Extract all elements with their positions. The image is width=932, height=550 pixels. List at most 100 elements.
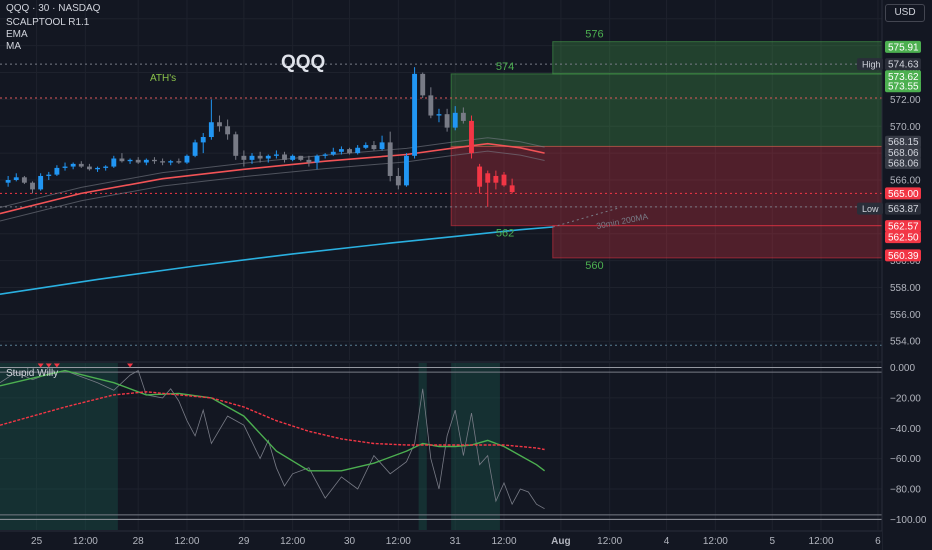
candle-body — [338, 149, 344, 152]
symbol-header[interactable]: QQQ · 30 · NASDAQ — [6, 3, 101, 14]
candle-body — [192, 142, 198, 156]
zone-target — [552, 41, 882, 74]
candle-body — [217, 122, 222, 127]
candle-body — [322, 154, 328, 156]
candle-body — [509, 185, 515, 193]
indicator-ma[interactable]: MA — [6, 41, 21, 52]
osc-tick-label: −100.00 — [890, 515, 927, 526]
candle-body — [119, 158, 125, 162]
zone-label: 574 — [496, 61, 514, 73]
candle-body — [493, 175, 499, 183]
dotted-levels — [0, 63, 882, 346]
y-tick-label: 560.00 — [890, 256, 921, 267]
highlight-range — [418, 363, 427, 530]
series-ema — [0, 142, 545, 215]
x-tick-label: 12:00 — [280, 536, 305, 547]
osc-tick-label: −80.00 — [890, 485, 921, 496]
price-label-bg — [885, 58, 921, 71]
candle-body — [111, 158, 117, 167]
indicator-ema[interactable]: EMA — [6, 29, 28, 40]
candle-body — [21, 177, 27, 183]
candle-body — [347, 149, 352, 154]
osc-marker — [53, 363, 60, 368]
candle-body — [404, 155, 409, 186]
candle-body — [379, 142, 385, 150]
candle-body — [314, 155, 320, 163]
candle-body — [452, 112, 458, 128]
candle-body — [184, 155, 190, 163]
candle-body — [306, 159, 312, 163]
price-label-bg — [885, 135, 921, 148]
price-label-bg — [885, 156, 921, 169]
ath-annotation: ATH's — [150, 73, 176, 84]
price-label: 563.87 — [888, 204, 919, 215]
candle-body — [70, 163, 76, 167]
candle-body — [176, 161, 182, 163]
candle-body — [290, 155, 296, 160]
x-tick-label: 12:00 — [174, 536, 199, 547]
price-label-bg — [885, 220, 921, 233]
candle-body — [249, 155, 255, 160]
price-label: 573.62 — [888, 72, 919, 83]
price-label: 560.39 — [888, 251, 919, 262]
x-tick-label: 12:00 — [597, 536, 622, 547]
candle-body — [135, 159, 141, 163]
zone-label: 576 — [585, 29, 603, 41]
x-tick-label: 12:00 — [386, 536, 411, 547]
x-tick-label: 30 — [344, 536, 356, 547]
price-label-bg — [885, 70, 921, 83]
candle-body — [127, 159, 133, 162]
candle-body — [371, 145, 377, 150]
oscillator-title[interactable]: Stupid Willy — [6, 368, 59, 379]
price-label-bg — [885, 249, 921, 262]
candle-body — [420, 73, 426, 96]
candle-body — [460, 112, 466, 121]
zone-target — [451, 73, 882, 147]
highlight-range — [0, 363, 118, 530]
candle-body — [233, 134, 239, 156]
price-tag-bg — [857, 58, 883, 71]
x-tick-label: 25 — [31, 536, 43, 547]
zone-label: 560 — [585, 260, 603, 272]
price-label-bg — [885, 231, 921, 244]
price-label: 568.06 — [888, 148, 919, 159]
zone-stop — [552, 225, 882, 258]
chart-title: QQQ — [281, 52, 325, 73]
osc-series — [0, 370, 545, 510]
price-label-bg — [885, 202, 921, 215]
candle-body — [160, 161, 166, 163]
osc-tick-label: −60.00 — [890, 454, 921, 465]
osc-tick-label: −20.00 — [890, 393, 921, 404]
candle-body — [330, 151, 336, 155]
candle-body — [86, 166, 92, 170]
candle-body — [5, 180, 11, 183]
ema-band-upper — [0, 137, 545, 208]
candle-body — [428, 95, 434, 116]
candle-body — [485, 173, 491, 183]
candle-body — [241, 155, 247, 160]
price-label: 562.57 — [888, 222, 919, 233]
candle-body — [436, 114, 442, 116]
candle-body — [387, 142, 393, 176]
candle-body — [54, 167, 60, 175]
osc-tick-label: −40.00 — [890, 424, 921, 435]
x-tick-label: 12:00 — [491, 536, 516, 547]
y-tick-label: 570.00 — [890, 122, 921, 133]
y-tick-label: 556.00 — [890, 310, 921, 321]
x-tick-label: 4 — [664, 536, 670, 547]
currency-button[interactable]: USD — [885, 4, 925, 22]
indicator-scalptool[interactable]: SCALPTOOL R1.1 — [6, 17, 90, 28]
oscillator-panel — [0, 361, 932, 530]
x-tick-label: 28 — [133, 536, 145, 547]
x-tick-label: 29 — [238, 536, 250, 547]
candle-body — [200, 137, 206, 143]
x-tick-label: 6 — [875, 536, 881, 547]
candle-body — [13, 177, 19, 180]
candle-body — [444, 114, 450, 128]
price-tag-bg — [857, 202, 883, 215]
price-label-bg — [885, 146, 921, 159]
x-tick-label: Aug — [551, 536, 570, 547]
price-label-bg — [885, 80, 921, 93]
zone-label: 562 — [496, 228, 514, 240]
